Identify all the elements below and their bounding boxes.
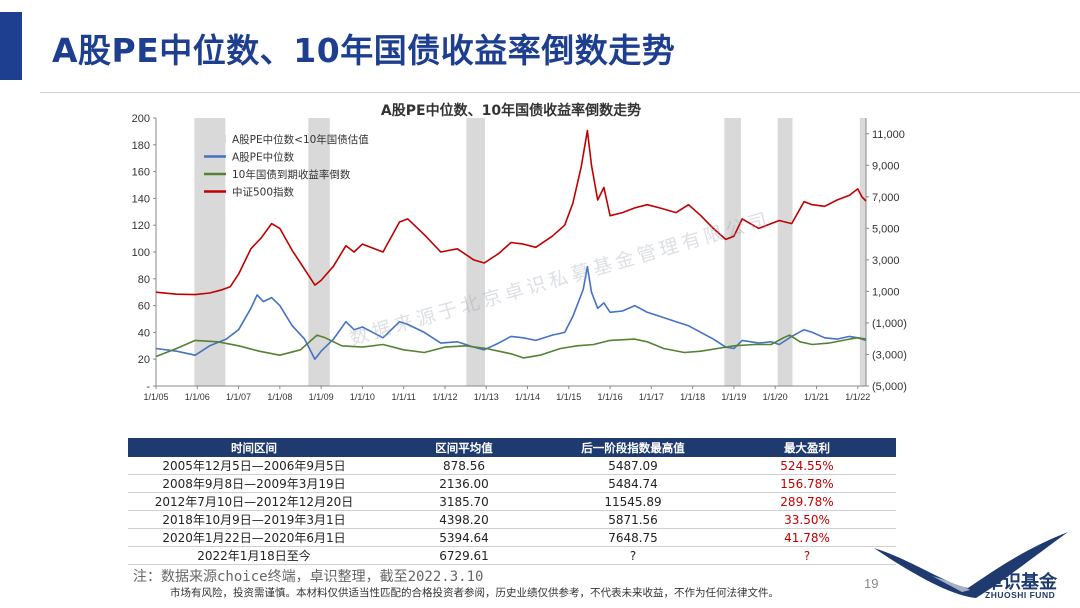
table-row: 2005年12月5日—2006年9月5日 878.56 5487.09 524.…	[128, 457, 896, 475]
cell-average: 4398.20	[380, 510, 548, 529]
cell-average: 5394.64	[380, 528, 548, 547]
cell-average: 878.56	[380, 457, 548, 475]
logo-subtitle: ZHUOSHI FUND	[985, 590, 1056, 600]
y-tick-label-right: 9,000	[872, 160, 900, 172]
cell-next-high: ?	[548, 546, 718, 565]
cell-period: 2020年1月22日—2020年6月1日	[128, 528, 380, 547]
y-tick-label-right: 5,000	[872, 223, 900, 235]
cell-max-profit: 524.55%	[718, 457, 896, 475]
y-tick-label-right: 11,000	[872, 129, 905, 141]
legend-label: 10年国债到期收益率倒数	[232, 168, 351, 181]
x-tick-label: 1/1/15	[556, 392, 581, 402]
logo-name: 卓识基金	[985, 572, 1057, 593]
cell-period: 2008年9月8日—2009年3月19日	[128, 474, 380, 493]
shaded-period	[308, 118, 330, 386]
cell-average: 3185.70	[380, 492, 548, 511]
x-tick-label: 1/1/20	[763, 392, 788, 402]
y-tick-label-left: 100	[132, 247, 150, 259]
page-title: A股PE中位数、10年国债收益率倒数走势	[52, 31, 676, 70]
x-tick-label: 1/1/14	[515, 392, 540, 402]
x-tick-label: 1/1/21	[804, 392, 829, 402]
table-row: 2022年1月18日至今 6729.61 ? ?	[128, 546, 896, 565]
cell-max-profit: 41.78%	[718, 528, 896, 547]
x-tick-label: 1/1/22	[845, 392, 870, 402]
title-accent-bar	[0, 12, 22, 80]
table-header-row: 时间区间 区间平均值 后一阶段指数最高值 最大盈利	[128, 438, 896, 457]
cell-next-high: 5871.56	[548, 510, 718, 529]
x-tick-label: 1/1/10	[350, 392, 375, 402]
y-tick-label-left: 60	[138, 301, 150, 313]
risk-disclaimer: 市场有风险，投资需谨慎。本材料仅供适当性匹配的合格投资者参阅，历史业绩仅供参考，…	[170, 587, 779, 599]
legend-label: A股PE中位数<10年国债估值	[232, 133, 369, 146]
table-row: 2012年7月10日—2012年12月20日 3185.70 11545.89 …	[128, 492, 896, 511]
legend-label: 中证500指数	[232, 186, 295, 199]
x-tick-label: 1/1/05	[143, 392, 168, 402]
logo-bird-icon	[874, 532, 1068, 598]
y-tick-label-right: (5,000)	[872, 381, 907, 393]
cell-period: 2012年7月10日—2012年12月20日	[128, 492, 380, 511]
y-tick-label-right: 3,000	[872, 255, 900, 267]
shaded-period	[466, 118, 485, 386]
cell-next-high: 11545.89	[548, 492, 718, 511]
cell-max-profit: 156.78%	[718, 474, 896, 493]
cell-next-high: 5487.09	[548, 457, 718, 475]
chart-title: A股PE中位数、10年国债收益率倒数走势	[381, 102, 641, 119]
header-max-profit: 最大盈利	[718, 438, 896, 457]
x-tick-label: 1/1/08	[267, 392, 292, 402]
cell-next-high: 7648.75	[548, 528, 718, 547]
series-line	[155, 334, 867, 359]
table-row: 2020年1月22日—2020年6月1日 5394.64 7648.75 41.…	[128, 528, 896, 547]
cell-max-profit: 33.50%	[718, 510, 896, 529]
x-tick-label: 1/1/13	[474, 392, 499, 402]
y-tick-label-right: (1,000)	[872, 318, 907, 330]
source-note: 注：数据来源choice终端，卓识整理，截至2022.3.10	[133, 569, 484, 585]
cell-period: 2018年10月9日—2019年3月1日	[128, 510, 380, 529]
series-line	[155, 129, 867, 296]
y-tick-label-left: 80	[138, 274, 150, 286]
table-row: 2008年9月8日—2009年3月19日 2136.00 5484.74 156…	[128, 474, 896, 493]
x-tick-label: 1/1/06	[185, 392, 210, 402]
data-table: 时间区间 区间平均值 后一阶段指数最高值 最大盈利 2005年12月5日—200…	[128, 438, 896, 565]
legend-swatch	[204, 135, 226, 143]
cell-next-high: 5484.74	[548, 474, 718, 493]
cell-average: 6729.61	[380, 546, 548, 565]
header-next-high: 后一阶段指数最高值	[548, 438, 718, 457]
shaded-period	[777, 118, 793, 386]
table-row: 2018年10月9日—2019年3月1日 4398.20 5871.56 33.…	[128, 510, 896, 529]
x-tick-label: 1/1/07	[226, 392, 251, 402]
x-tick-label: 1/1/11	[391, 392, 415, 402]
y-tick-label-left: 40	[138, 327, 150, 339]
series-line	[155, 265, 867, 361]
y-tick-label-right: 7,000	[872, 192, 900, 204]
y-tick-label-right: (3,000)	[872, 349, 907, 361]
header-period: 时间区间	[128, 438, 380, 457]
page-number: 19	[864, 576, 879, 591]
title-divider	[40, 92, 1080, 93]
y-tick-label-left: 180	[132, 140, 150, 152]
x-tick-label: 1/1/12	[432, 392, 457, 402]
x-tick-label: 1/1/09	[309, 392, 334, 402]
header-average: 区间平均值	[380, 438, 548, 457]
y-tick-label-left: 200	[132, 113, 150, 125]
y-tick-label-right: 1,000	[872, 286, 900, 298]
cell-max-profit: 289.78%	[718, 492, 896, 511]
shaded-period	[859, 118, 866, 386]
x-tick-label: 1/1/19	[721, 392, 746, 402]
x-tick-label: 1/1/17	[639, 392, 664, 402]
x-tick-label: 1/1/18	[680, 392, 705, 402]
cell-period: 2005年12月5日—2006年9月5日	[128, 457, 380, 475]
legend-label: A股PE中位数	[232, 151, 295, 164]
cell-period: 2022年1月18日至今	[128, 546, 380, 565]
x-tick-label: 1/1/16	[598, 392, 623, 402]
y-tick-label-left: 140	[132, 193, 150, 205]
cell-max-profit: ?	[718, 546, 896, 565]
y-tick-label-left: 160	[132, 167, 150, 179]
y-tick-label-left: -	[146, 381, 150, 393]
cell-average: 2136.00	[380, 474, 548, 493]
line-chart: A股PE中位数、10年国债收益率倒数走势 - 20 40 60 80 100 120 140 16…	[132, 102, 907, 402]
shaded-period	[724, 118, 741, 386]
y-tick-label-left: 120	[132, 220, 150, 232]
y-tick-label-left: 20	[138, 354, 150, 366]
